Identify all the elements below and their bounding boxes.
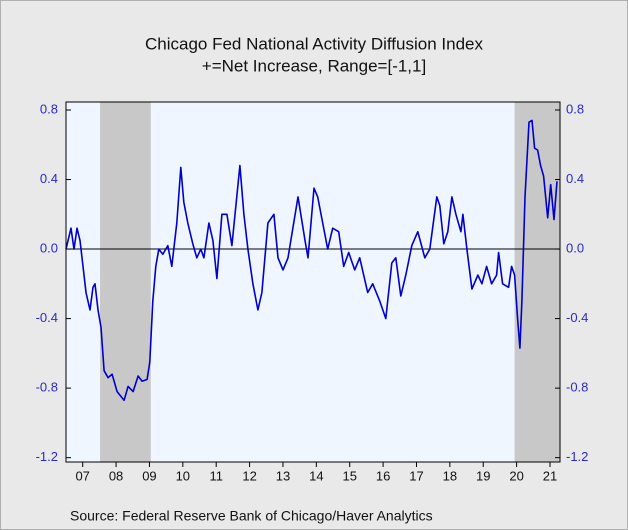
recession-shade [514, 102, 560, 462]
y-tick-label: 0.4 [40, 171, 58, 186]
series-line [65, 119, 558, 402]
y-tick-label: -0.8 [36, 380, 58, 395]
x-tick-label: 21 [543, 468, 557, 483]
y-tick-label: 0.8 [40, 101, 58, 116]
y2-tick-label: 0.8 [566, 101, 584, 116]
y-tick-label: -1.2 [36, 449, 58, 464]
y-tick-label: 0.0 [40, 240, 58, 255]
x-tick-label: 15 [342, 468, 356, 483]
plot-border [65, 101, 561, 463]
y-tick-label: -0.4 [36, 310, 58, 325]
source-note: Source: Federal Reserve Bank of Chicago/… [70, 508, 433, 524]
x-tick-label: 11 [209, 468, 223, 483]
chart-title: Chicago Fed National Activity Diffusion … [145, 34, 483, 53]
recession-shade [100, 102, 151, 462]
x-tick-label: 10 [176, 468, 190, 483]
x-tick-label: 16 [376, 468, 390, 483]
x-tick-label: 08 [109, 468, 123, 483]
x-tick-label: 09 [142, 468, 156, 483]
y2-tick-label: -1.2 [566, 449, 588, 464]
x-tick-label: 18 [443, 468, 457, 483]
x-tick-label: 07 [75, 468, 89, 483]
x-tick-label: 12 [242, 468, 256, 483]
x-tick-label: 19 [476, 468, 490, 483]
y2-tick-label: -0.4 [566, 310, 588, 325]
x-tick-label: 14 [309, 468, 323, 483]
x-tick-label: 13 [276, 468, 290, 483]
y2-tick-label: -0.8 [566, 380, 588, 395]
chart-subtitle: +=Net Increase, Range=[-1,1] [202, 56, 426, 75]
x-tick-label: 17 [409, 468, 423, 483]
x-tick-label: 20 [509, 468, 523, 483]
y2-tick-label: 0.4 [566, 171, 584, 186]
y2-tick-label: 0.0 [566, 240, 584, 255]
